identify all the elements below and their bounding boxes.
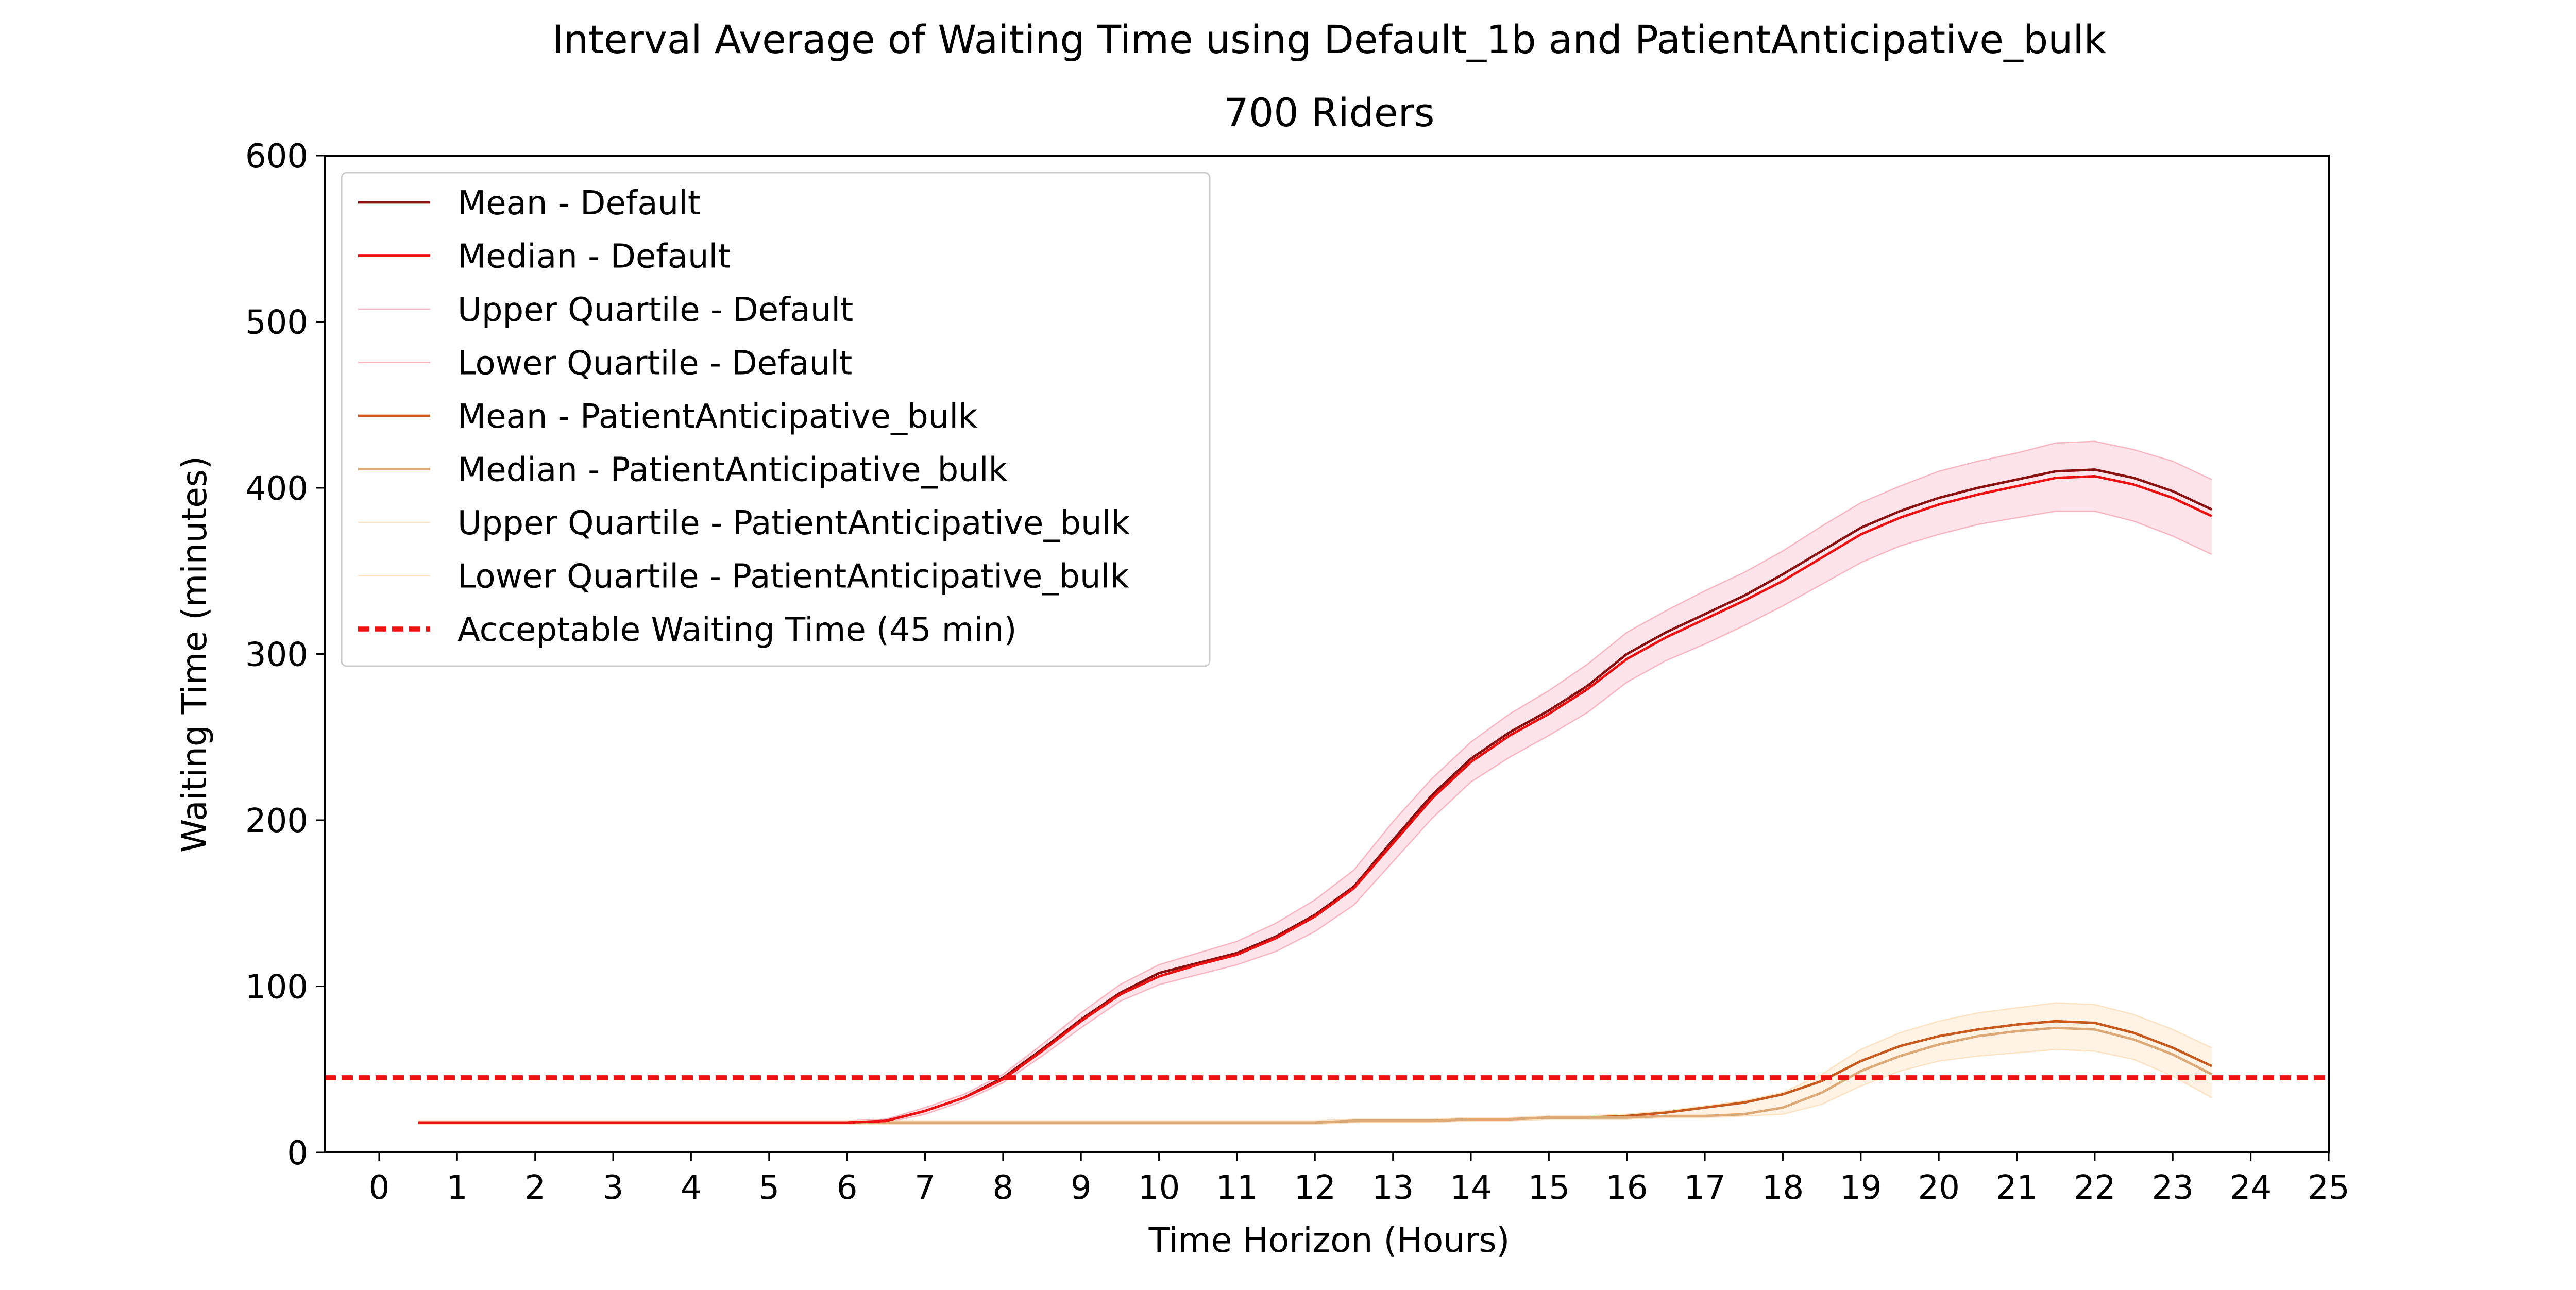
series-line-mean-patientanticipative-bulk <box>418 1020 2213 1124</box>
series-line-median-default <box>418 475 2213 1124</box>
x-tick-label: 20 <box>1918 1169 1959 1207</box>
x-tick-label: 5 <box>758 1169 779 1207</box>
legend-label-lower-quartile-default: Lower Quartile - Default <box>457 345 852 383</box>
y-tick-label: 300 <box>245 636 308 674</box>
legend-label-upper-quartile-patientanticipative-bulk: Upper Quartile - PatientAnticipative_bul… <box>457 504 1130 542</box>
x-tick-label: 22 <box>2074 1169 2115 1207</box>
y-tick-label: 200 <box>245 802 308 840</box>
x-tick-label: 9 <box>1071 1169 1092 1207</box>
legend-label-acceptable-waiting-time-45-min: Acceptable Waiting Time (45 min) <box>457 611 1016 649</box>
x-tick-label: 14 <box>1450 1169 1492 1207</box>
legend-label-upper-quartile-default: Upper Quartile - Default <box>457 291 853 329</box>
x-tick-label: 17 <box>1684 1169 1725 1207</box>
quartile-band-1 <box>418 1003 2212 1125</box>
x-tick-label: 11 <box>1216 1169 1258 1207</box>
x-tick-label: 15 <box>1528 1169 1570 1207</box>
x-axis-label: Time Horizon (Hours) <box>1148 1220 1510 1260</box>
x-tick-label: 2 <box>524 1169 546 1207</box>
chart-subtitle: 700 Riders <box>1224 90 1435 135</box>
series-line-lower-quartile-patientanticipative-bulk <box>418 1048 2212 1125</box>
legend-label-median-default: Median - Default <box>457 238 731 276</box>
legend-box <box>341 172 1211 667</box>
x-tick-label: 12 <box>1294 1169 1336 1207</box>
x-tick-label: 8 <box>992 1169 1013 1207</box>
quartile-band-0 <box>418 441 2212 1125</box>
series-line-upper-quartile-patientanticipative-bulk <box>418 1002 2212 1122</box>
y-tick-label: 100 <box>245 969 308 1007</box>
legend-label-mean-patientanticipative-bulk: Mean - PatientAnticipative_bulk <box>457 398 977 436</box>
y-tick-label: 500 <box>245 304 308 342</box>
x-tick-label: 24 <box>2230 1169 2272 1207</box>
x-tick-label: 0 <box>369 1169 390 1207</box>
legend-label-lower-quartile-patientanticipative-bulk: Lower Quartile - PatientAnticipative_bul… <box>457 558 1129 596</box>
x-tick-label: 7 <box>914 1169 936 1207</box>
series-lines <box>325 440 2329 1125</box>
x-tick-label: 4 <box>681 1169 702 1207</box>
y-tick-label: 0 <box>287 1134 308 1173</box>
y-tick-label: 600 <box>245 138 308 176</box>
x-tick-label: 6 <box>837 1169 858 1207</box>
legend-label-mean-default: Mean - Default <box>457 184 701 223</box>
x-tick-label: 13 <box>1372 1169 1414 1207</box>
x-tick-label: 21 <box>1996 1169 2038 1207</box>
legend: Mean - Default Median - Default Upper Quar… <box>341 172 1211 667</box>
x-tick-label: 23 <box>2152 1169 2194 1207</box>
x-tick-label: 10 <box>1138 1169 1180 1207</box>
chart-title: Interval Average of Waiting Time using D… <box>552 16 2106 62</box>
legend-label-median-patientanticipative-bulk: Median - PatientAnticipative_bulk <box>457 451 1008 489</box>
y-tick-label: 400 <box>245 470 308 508</box>
x-tick-label: 18 <box>1762 1169 1804 1207</box>
x-tick-label: 1 <box>447 1169 468 1207</box>
x-tick-label: 16 <box>1606 1169 1648 1207</box>
x-tick-label: 25 <box>2308 1169 2349 1207</box>
x-tick-label: 19 <box>1840 1169 1882 1207</box>
quartile-bands <box>418 441 2212 1125</box>
y-axis-label: Waiting Time (minutes) <box>175 456 214 853</box>
axes: 0 1 2 3 4 5 6 7 8 9 10 11 12 13 14 15 16 17 18 19 20 21 22 23 24… <box>245 138 2350 1207</box>
x-tick-label: 3 <box>603 1169 624 1207</box>
